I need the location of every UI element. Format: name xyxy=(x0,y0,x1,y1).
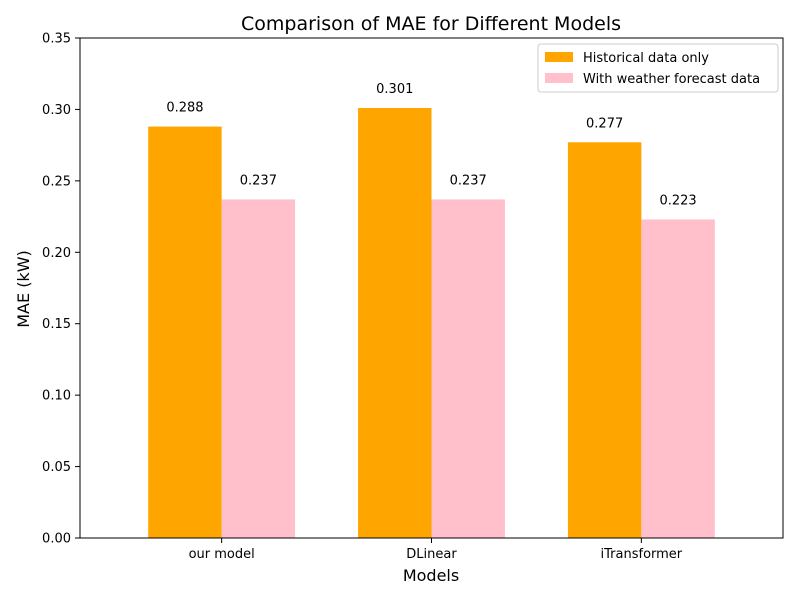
y-tick-label: 0.30 xyxy=(42,103,71,118)
bar-historical-0 xyxy=(148,126,222,539)
data-label: 0.277 xyxy=(586,116,623,131)
data-label: 0.237 xyxy=(240,173,277,188)
bar-weather-0 xyxy=(221,199,296,538)
chart-title: Comparison of MAE for Different Models xyxy=(241,13,621,35)
x-tick-label: DLinear xyxy=(406,547,457,562)
x-axis-title: Models xyxy=(403,566,459,585)
data-label: 0.288 xyxy=(166,101,203,116)
y-axis-title: MAE (kW) xyxy=(14,250,33,328)
legend-label: With weather forecast data xyxy=(583,72,760,87)
plot-area: 0.288 0.301 0.277 0.237 0.237 0.223 0.00 0.05 0.… xyxy=(42,32,784,562)
y-tick-label: 0.00 xyxy=(42,532,71,547)
y-tick-label: 0.05 xyxy=(42,460,71,475)
bar-historical-1 xyxy=(358,108,432,538)
legend: Historical data only With weather forecas… xyxy=(537,43,779,93)
legend-swatch xyxy=(545,52,573,62)
data-label: 0.301 xyxy=(376,82,413,97)
legend-swatch xyxy=(545,73,573,83)
y-tick-label: 0.25 xyxy=(42,174,71,189)
y-tick-label: 0.35 xyxy=(42,32,71,47)
y-tick-label: 0.20 xyxy=(42,246,71,261)
x-tick-label: iTransformer xyxy=(601,547,683,562)
bar-weather-1 xyxy=(431,199,505,538)
bar-historical-2 xyxy=(567,142,642,539)
x-tick-label: our model xyxy=(189,547,255,562)
legend-box xyxy=(537,43,779,93)
y-tick-label: 0.15 xyxy=(42,317,71,332)
bar-weather-2 xyxy=(641,219,715,538)
y-tick-label: 0.10 xyxy=(42,389,71,404)
legend-label: Historical data only xyxy=(583,51,709,66)
data-label: 0.223 xyxy=(659,193,696,208)
data-label: 0.237 xyxy=(450,173,487,188)
